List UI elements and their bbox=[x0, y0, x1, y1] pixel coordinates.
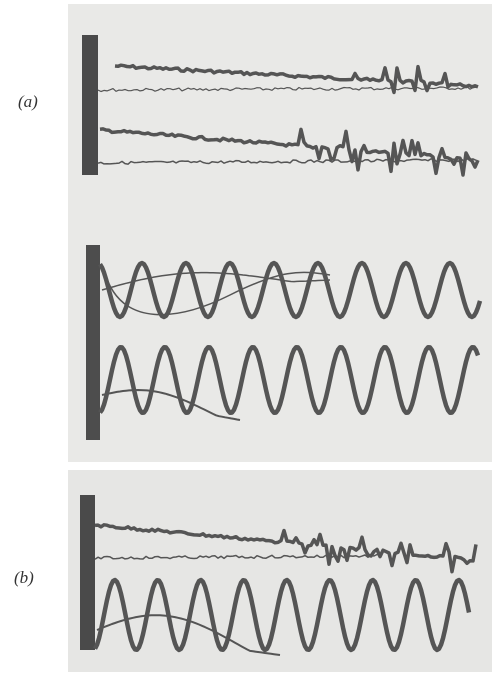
panel-label: (b) bbox=[14, 568, 34, 587]
panel-label: (a) bbox=[18, 92, 38, 111]
figure: (a) (b) bbox=[0, 0, 496, 676]
trace-start-bar bbox=[86, 245, 100, 440]
figure-canvas: (a) (b) bbox=[0, 0, 496, 676]
trace-start-bar bbox=[82, 35, 98, 175]
trace-start-bar bbox=[80, 495, 95, 650]
